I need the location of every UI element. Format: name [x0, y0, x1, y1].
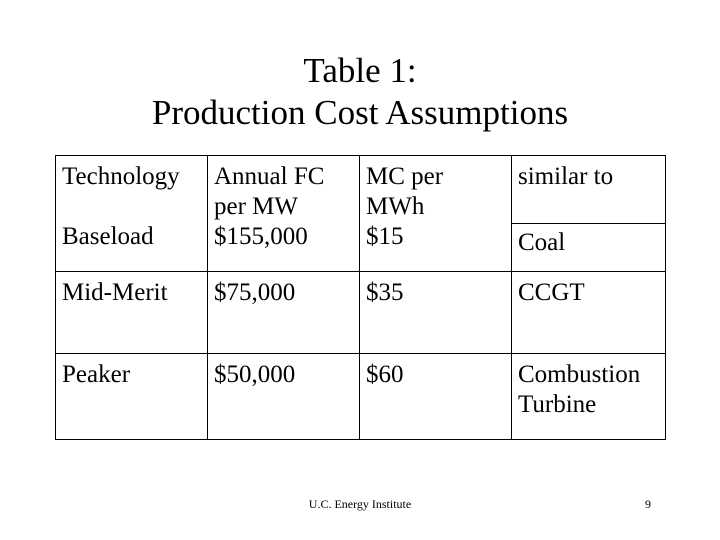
- cell-similar: Combustion Turbine: [511, 352, 666, 440]
- table-row: Mid-Merit $75,000 $35 CCGT: [55, 270, 666, 354]
- footer-source: U.C. Energy Institute: [308, 497, 412, 511]
- table-row: Peaker $50,000 $60 Combustion Turbine: [55, 352, 666, 440]
- cell-technology: Peaker: [55, 352, 208, 440]
- table-header-row: Technology Baseload Annual FC per MW $15…: [56, 155, 666, 272]
- header-mc: MC per MWh $15: [359, 155, 512, 272]
- cell-baseload-annual-fc: $155,000: [214, 223, 308, 250]
- header-technology: Technology Baseload: [56, 156, 208, 272]
- cell-baseload-technology: Baseload: [62, 223, 154, 250]
- slide-title: Table 1: Production Cost Assumptions: [0, 50, 720, 134]
- slide-title-line-1: Table 1:: [303, 51, 417, 90]
- slide-title-line-2: Production Cost Assumptions: [151, 93, 569, 132]
- cell-mc: $35: [359, 270, 512, 354]
- cell-mc: $60: [359, 352, 512, 440]
- header-annual-fc: Annual FC per MW $155,000: [207, 155, 360, 272]
- cell-annual-fc: $75,000: [207, 270, 360, 354]
- cell-annual-fc: $50,000: [207, 352, 360, 440]
- production-cost-table: Technology Baseload Annual FC per MW $15…: [55, 155, 666, 440]
- header-similar-to: similar to Coal: [511, 155, 666, 272]
- cell-similar: CCGT: [511, 270, 666, 354]
- page-number: 9: [645, 497, 651, 511]
- cell-technology: Mid-Merit: [55, 270, 208, 354]
- cell-baseload-similar: Coal: [518, 229, 566, 256]
- cell-baseload-mc: $15: [366, 223, 404, 250]
